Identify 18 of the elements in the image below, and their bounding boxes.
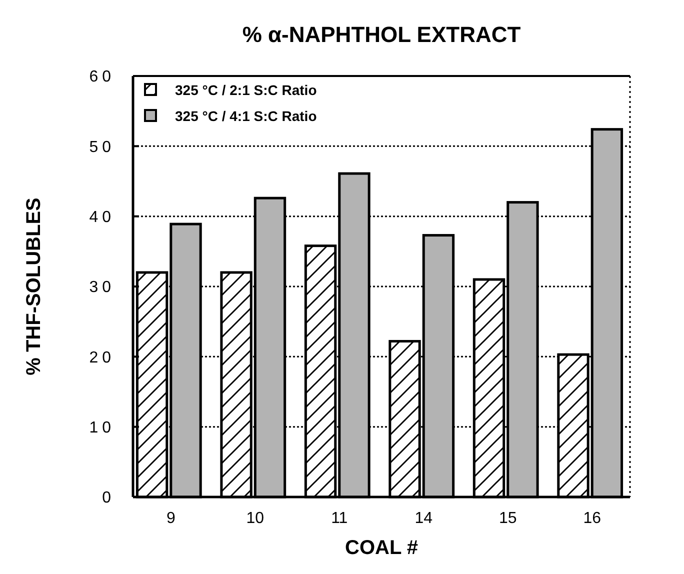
x-axis-title: COAL # — [345, 537, 418, 559]
y-tick-label: 10 — [89, 419, 115, 436]
x-tick-label: 14 — [414, 510, 433, 527]
x-tick-label: 16 — [583, 510, 602, 527]
x-tick-label: 11 — [331, 510, 348, 527]
y-tick-label: 20 — [89, 349, 115, 366]
y-tick-label: 0 — [102, 490, 115, 507]
y-tick-label: 60 — [89, 68, 115, 86]
x-tick-label: 9 — [166, 510, 176, 527]
chart-title: % α-NAPHTHOL EXTRACT — [242, 22, 522, 47]
y-tick-label: 40 — [89, 208, 115, 226]
legend-label: 325 °C / 4:1 S:C Ratio — [175, 108, 317, 124]
y-tick-label: 50 — [89, 138, 115, 156]
y-axis-title: % THF-SOLUBLES — [23, 198, 45, 376]
y-tick-label: 30 — [89, 279, 115, 296]
x-tick-label: 10 — [246, 510, 264, 527]
x-tick-label: 15 — [498, 510, 517, 527]
legend-label: 325 °C / 2:1 S:C Ratio — [175, 82, 317, 98]
